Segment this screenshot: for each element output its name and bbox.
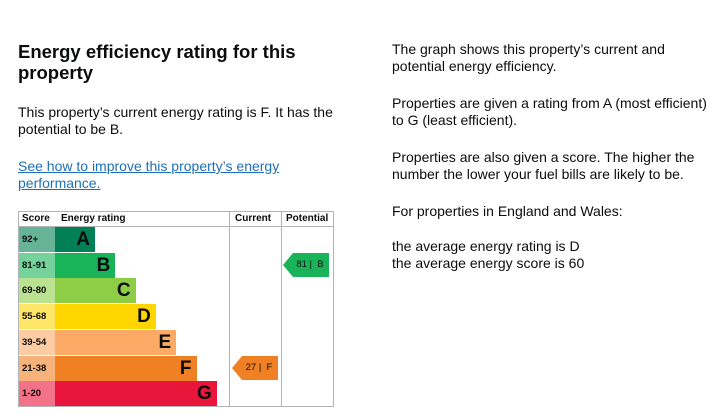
info-region: For properties in England and Wales: — [392, 203, 623, 219]
potential-rating-arrow: 81 | B — [283, 253, 329, 278]
info-score-description: Properties are also given a score. The h… — [392, 149, 695, 182]
band-bar-d: D — [55, 304, 156, 330]
band-score-c: 69-80 — [19, 278, 55, 304]
band-bar-e: E — [55, 329, 177, 355]
potential-rating-arrow-label: 81 | B — [296, 259, 324, 271]
potential-rating-arrow-shape — [283, 253, 329, 278]
score-header: Score — [22, 213, 50, 224]
band-score-g: 1-20 — [19, 381, 55, 407]
band-letter-c: C — [116, 280, 131, 302]
improve-performance-link[interactable]: See how to improve this property’s energ… — [18, 158, 280, 191]
info-graph-description: The graph shows this property’s current … — [392, 41, 665, 74]
energy-rating-header: Energy rating — [61, 213, 126, 224]
band-letter-d: D — [137, 306, 151, 328]
info-rating-description: Properties are given a rating from A (mo… — [392, 95, 707, 128]
band-bar-f: F — [55, 355, 197, 381]
header-divider — [18, 226, 334, 227]
band-score-e: 39-54 — [19, 329, 55, 355]
chart-frame — [18, 211, 334, 407]
band-score-f: 21-38 — [19, 355, 55, 381]
current-rating-arrow-label: 27 | F — [245, 362, 273, 373]
band-letter-e: E — [158, 331, 172, 353]
band-score-d: 55-68 — [19, 304, 55, 330]
info-average-score: the average energy score is 60 — [392, 255, 585, 271]
potential-column-divider — [281, 211, 282, 407]
potential-header: Potential — [286, 213, 329, 224]
band-letter-b: B — [96, 254, 111, 276]
energy-rating-chart: Score Energy rating Current Potential 92… — [18, 211, 334, 407]
band-bar-a: A — [55, 227, 95, 252]
band-letter-g: G — [197, 383, 212, 405]
potential-rating-arrow-fill — [283, 253, 329, 278]
band-letter-a: A — [76, 229, 90, 250]
info-average-rating: the average energy rating is D — [392, 238, 580, 254]
band-bar-c: C — [55, 278, 136, 304]
current-header: Current — [235, 213, 272, 224]
rating-summary: This property’s current energy rating is… — [18, 104, 333, 137]
current-rating-arrow: 27 | F — [232, 356, 278, 380]
page-title: Energy efficiency rating for this proper… — [18, 41, 296, 83]
current-rating-arrow-shape — [232, 356, 278, 380]
band-bar-g: G — [55, 381, 217, 407]
band-bar-b: B — [55, 252, 116, 278]
band-letter-f: F — [179, 357, 192, 379]
current-rating-arrow-fill — [232, 356, 278, 380]
band-score-b: 81-91 — [19, 252, 55, 278]
band-score-a: 92+ — [19, 227, 55, 252]
current-column-divider — [229, 211, 230, 407]
